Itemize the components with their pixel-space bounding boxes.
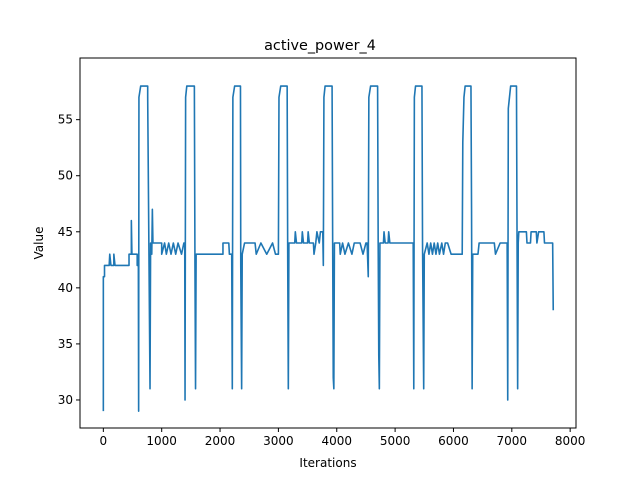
x-tick-label: 4000	[321, 434, 352, 448]
x-tick-label: 0	[100, 434, 108, 448]
plot-frame	[79, 57, 577, 429]
y-tick-label: 45	[58, 225, 73, 239]
y-tick-label: 50	[58, 169, 73, 183]
y-tick-label: 30	[58, 393, 73, 407]
x-tick-label: 6000	[438, 434, 469, 448]
y-tick-label: 35	[58, 337, 73, 351]
x-tick-label: 2000	[205, 434, 236, 448]
x-tick-label: 7000	[497, 434, 528, 448]
chart-title: active_power_4	[264, 38, 376, 54]
y-tick-label: 40	[58, 281, 73, 295]
y-axis: 30 35 40 45 50 55	[58, 113, 80, 407]
x-tick-label: 8000	[555, 434, 586, 448]
x-axis: 0 1000 2000 3000 4000 5000 6000 7000 8000	[100, 428, 586, 448]
plot-area	[102, 85, 555, 412]
x-tick-label: 1000	[146, 434, 177, 448]
x-tick-label: 3000	[263, 434, 294, 448]
y-tick-label: 55	[58, 113, 73, 127]
x-tick-label: 5000	[380, 434, 411, 448]
series-line-0	[102, 85, 555, 412]
x-axis-label: Iterations	[299, 456, 356, 470]
y-axis-label: Value	[32, 227, 46, 260]
